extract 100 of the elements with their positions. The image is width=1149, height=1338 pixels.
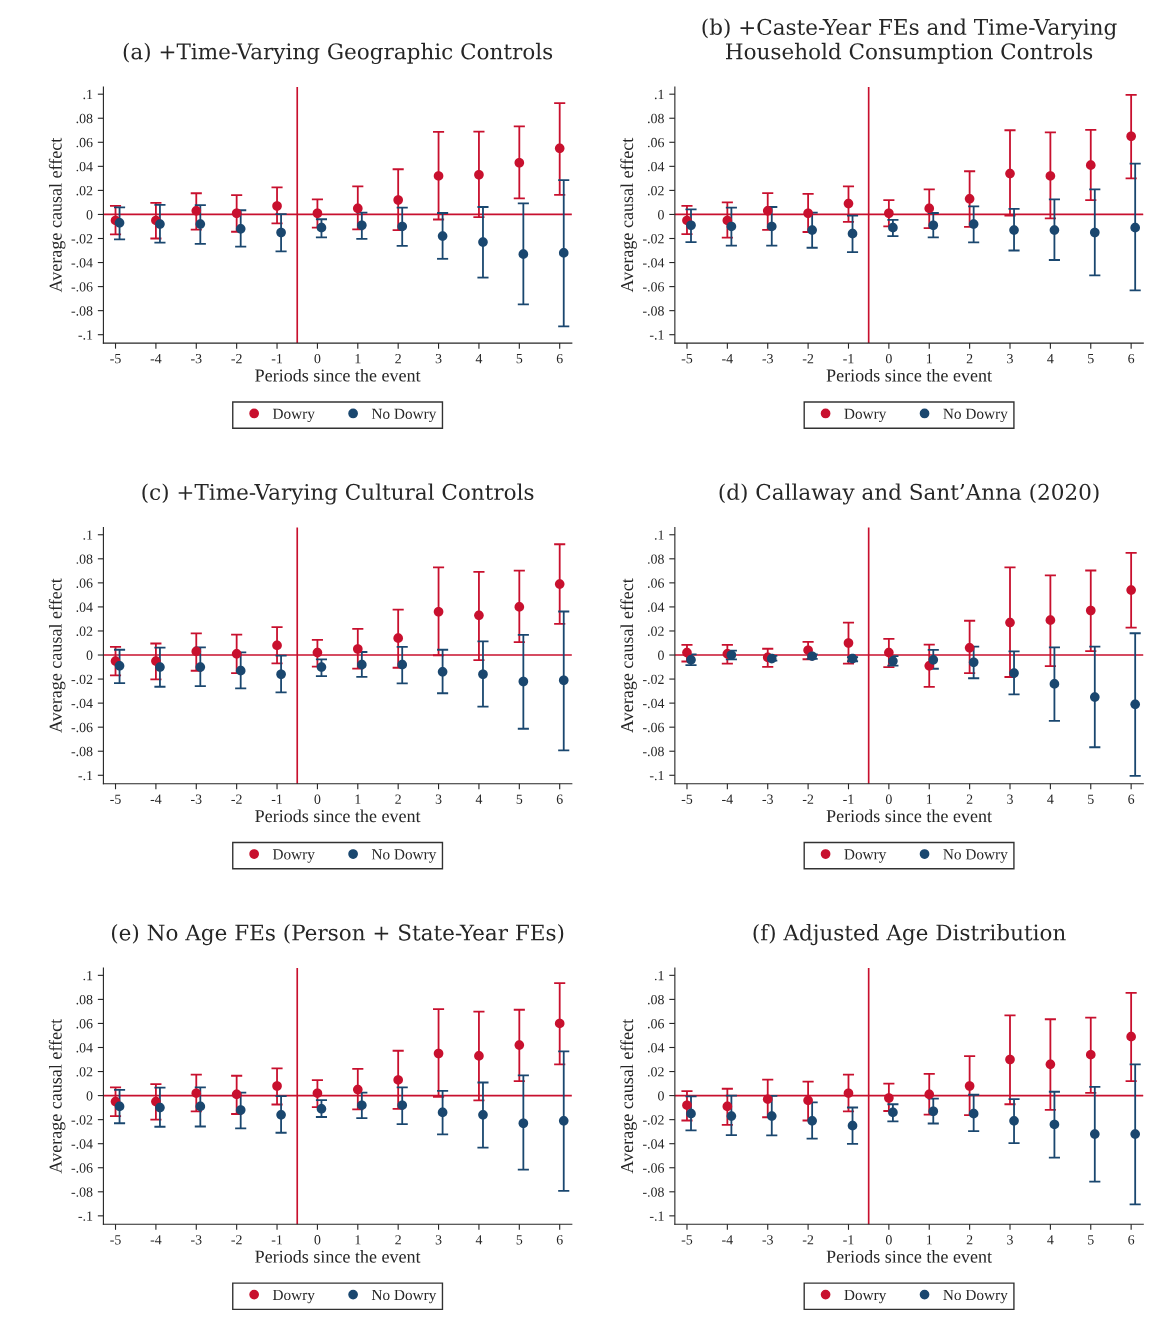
point [235, 224, 246, 234]
point [393, 633, 403, 643]
point [803, 1095, 813, 1106]
y-tick-label: .06 [76, 1019, 93, 1029]
x-tick-label: -3 [762, 1235, 773, 1245]
x-tick-label: -4 [150, 794, 162, 804]
point [1045, 1059, 1056, 1070]
point [155, 662, 165, 672]
x-tick-label: 1 [355, 794, 361, 804]
x-tick-label: 4 [475, 794, 483, 804]
point [231, 649, 242, 659]
x-tick-label: -2 [802, 1235, 814, 1245]
point [888, 222, 898, 233]
point [357, 659, 367, 670]
point [968, 219, 979, 229]
legend-label: Dowry [272, 1289, 315, 1304]
x-tick-label: 4 [1047, 354, 1054, 364]
point [231, 1089, 242, 1100]
x-tick-label: -1 [271, 354, 282, 364]
legend-label: Dowry [844, 1289, 887, 1304]
x-tick-label: 3 [1007, 1235, 1013, 1245]
point [843, 198, 854, 209]
x-tick-label: 5 [516, 1235, 523, 1245]
point [397, 221, 408, 232]
point [766, 221, 777, 232]
x-tick-label: 3 [435, 1235, 442, 1245]
point [682, 647, 692, 658]
y-tick-label: .08 [76, 554, 93, 564]
x-tick-label: 3 [435, 353, 442, 364]
x-axis-title: Periods since the event [255, 1250, 421, 1263]
y-tick-label: -.02 [71, 234, 93, 244]
x-tick-label: -4 [722, 354, 733, 364]
point [884, 208, 894, 219]
point [807, 225, 817, 235]
point [726, 221, 737, 232]
point [1009, 1116, 1019, 1126]
y-tick-label: .08 [76, 994, 93, 1005]
y-tick-label: 0 [658, 650, 664, 660]
point [437, 231, 448, 241]
y-tick-label: -.04 [642, 258, 665, 268]
y-tick-label: -.08 [71, 746, 93, 757]
x-tick-label: 0 [314, 794, 321, 804]
point [514, 157, 525, 168]
x-tick-label: 6 [556, 794, 563, 804]
point [191, 1088, 202, 1098]
point [1005, 168, 1015, 179]
point [1085, 605, 1096, 616]
y-tick-label: .1 [654, 970, 664, 981]
x-tick-label: -4 [722, 1235, 733, 1245]
point [272, 201, 282, 211]
point [437, 1107, 448, 1118]
y-axis-title: Average causal effect [48, 137, 66, 293]
point [924, 203, 935, 214]
y-axis-title: Average causal effect [620, 578, 637, 733]
point [195, 1101, 206, 1112]
y-tick-label: .02 [647, 626, 664, 636]
y-tick-label: .1 [83, 89, 93, 100]
y-tick-label: .04 [647, 161, 665, 172]
y-tick-label: .04 [647, 1043, 665, 1053]
point [928, 655, 939, 665]
point [1045, 171, 1056, 181]
y-tick-label: .04 [647, 602, 665, 612]
x-tick-label: 0 [314, 353, 321, 364]
point [195, 219, 206, 229]
y-tick-label: -.06 [642, 282, 665, 292]
x-tick-label: 3 [1007, 353, 1013, 364]
point [352, 203, 363, 214]
y-tick-label: -.02 [642, 234, 664, 244]
point [847, 1120, 858, 1131]
x-tick-label: -5 [110, 794, 121, 804]
legend-label: No Dowry [943, 1289, 1008, 1304]
x-tick-label: 4 [475, 354, 483, 364]
point [272, 640, 282, 651]
point [514, 1040, 525, 1050]
x-tick-label: -2 [802, 353, 814, 364]
x-tick-label: -3 [191, 353, 202, 364]
y-tick-label: .1 [654, 89, 664, 100]
point [847, 228, 858, 239]
point [722, 1101, 733, 1112]
point [554, 1018, 565, 1029]
point [276, 669, 286, 680]
x-tick-label: 0 [314, 1235, 321, 1245]
point [312, 647, 323, 658]
point [155, 1102, 165, 1113]
y-tick-label: -.08 [642, 306, 664, 316]
point [766, 1111, 777, 1121]
y-tick-label: -.06 [642, 722, 665, 733]
x-tick-label: 6 [1128, 353, 1135, 364]
x-tick-label: -2 [231, 353, 242, 364]
x-tick-label: 2 [395, 1235, 401, 1245]
point [433, 1048, 444, 1059]
x-tick-label: 4 [1047, 1235, 1054, 1245]
point [1005, 617, 1015, 628]
point [235, 665, 246, 676]
point [195, 662, 206, 672]
point [393, 1075, 403, 1085]
chart-title: (b) +Caste-Year FEs and Time-Varying Household Consumption Controls [702, 18, 1117, 64]
y-tick-label: .02 [647, 1067, 664, 1077]
x-tick-label: -2 [231, 794, 242, 804]
x-tick-label: 2 [966, 794, 973, 804]
